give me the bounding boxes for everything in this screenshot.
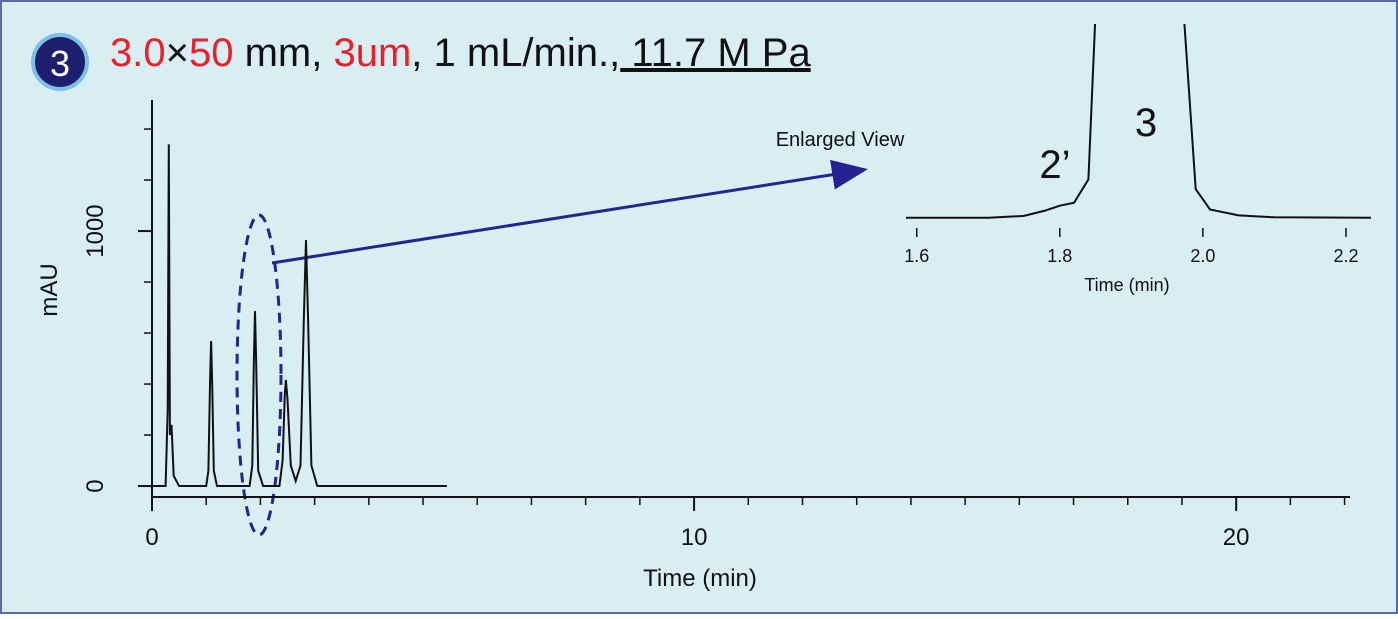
x-tick-label: 1.6 — [904, 246, 929, 266]
title-part: 3.0 — [110, 31, 166, 75]
main-plot: 0 10 20 0 1000 Time (min) mAU Enlarged View — [36, 100, 1350, 592]
x-tick-label: 1.8 — [1047, 246, 1072, 266]
x-tick-label: 2.2 — [1333, 246, 1358, 266]
trace — [152, 144, 447, 487]
title-part: 3um — [322, 31, 411, 75]
x-tick-label: 2.0 — [1190, 246, 1215, 266]
annotation: Enlarged View — [776, 129, 905, 151]
peak-label: 3 — [1135, 101, 1157, 145]
title-part: × — [166, 31, 189, 75]
badge — [31, 33, 89, 91]
x-tick-label: 20 — [1223, 524, 1250, 551]
badge-number: 3 — [50, 43, 70, 84]
inset-plot: 1.6 1.8 2.0 2.2 Time (min) 2’ 3 — [904, 24, 1372, 295]
title-part: , 1 mL/min., — [411, 31, 620, 75]
x-axis-label: Time (min) — [643, 565, 757, 592]
peak-label: 2’ — [1039, 143, 1070, 187]
y-tick-label: 1000 — [82, 204, 109, 257]
arrow — [271, 159, 868, 265]
y-axis-label: mAU — [36, 263, 63, 316]
title-part: 50 — [189, 31, 234, 75]
title-part: 11.7 M Pa — [620, 31, 811, 75]
y-tick-label: 0 — [82, 479, 109, 492]
trace — [906, 24, 1372, 219]
x-tick-label: 10 — [681, 524, 708, 551]
title-part: mm, — [233, 31, 322, 75]
x-axis-label: Time (min) — [1084, 275, 1169, 295]
x-tick-label: 0 — [145, 524, 158, 551]
highlight-ellipse — [235, 213, 283, 537]
title: 3.0×50 mm, 3um, 1 mL/min., 11.7 M Pa — [110, 31, 811, 75]
